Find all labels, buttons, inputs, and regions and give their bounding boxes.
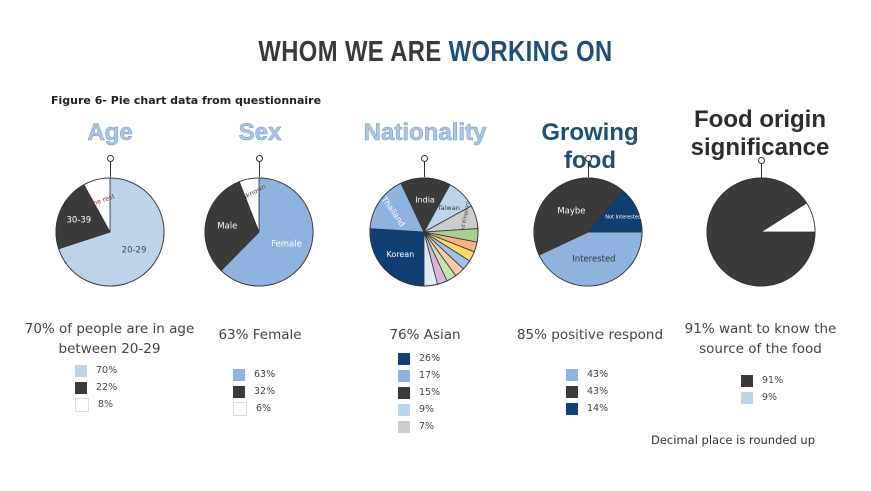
figure-caption: Figure 6- Pie chart data from questionna… [51, 94, 322, 107]
growing-slice-label-0: Interested [572, 254, 615, 264]
nationality-legend-swatch [398, 420, 410, 433]
growing-pie-slice-1 [533, 177, 623, 256]
sex-pie-slice-0 [220, 177, 314, 287]
nationality-legend-label: 7% [419, 421, 435, 432]
age-legend: 70% 22% 8% [75, 362, 117, 413]
nationality-legend-label: 15% [419, 387, 441, 398]
age-legend-item: 8% [75, 396, 117, 413]
origin-legend-item: 91% [741, 372, 783, 389]
growing-pie-slice-2 [587, 189, 643, 233]
origin-legend-label: 91% [762, 375, 784, 386]
age-chart-title: Age [87, 119, 133, 147]
nationality-slice-label-0: Korean [387, 250, 415, 259]
nationality-legend-label: 26% [419, 353, 441, 364]
growing-legend-swatch [566, 368, 578, 381]
sex-summary: 63% Female [218, 327, 302, 343]
growing-slice-label-2: Not Interested [605, 214, 641, 220]
nationality-legend: 26% 17% 15% 9% 7% [398, 350, 440, 435]
age-pie-slice-0 [58, 177, 165, 287]
growing-legend-item: 43% [566, 383, 608, 400]
sex-legend-label: 63% [254, 369, 276, 380]
sex-slice-label-0: Female [271, 239, 302, 249]
nationality-legend-item: 17% [398, 367, 440, 384]
age-legend-item: 70% [75, 362, 117, 379]
origin-legend: 91% 9% [741, 372, 783, 406]
age-legend-label: 70% [96, 365, 118, 376]
nationality-legend-swatch [398, 403, 410, 416]
nationality-pie-slice-12 [423, 231, 438, 287]
sex-hook-line [259, 161, 260, 177]
sex-legend-swatch [233, 368, 245, 381]
growing-legend-label: 14% [587, 403, 609, 414]
nationality-legend-swatch [398, 352, 410, 365]
growing-hook-line [588, 161, 589, 177]
sex-legend: 63% 32% 6% [233, 366, 275, 417]
nationality-summary: 76% Asian [389, 327, 461, 343]
sex-legend-label: 32% [254, 386, 276, 397]
origin-legend-swatch [741, 374, 753, 387]
nationality-slice-label-3: Taiwan [437, 204, 460, 212]
origin-hook-line [761, 163, 762, 179]
sex-legend-item: 6% [233, 400, 275, 417]
origin-legend-item: 9% [741, 389, 783, 406]
nationality-legend-item: 15% [398, 384, 440, 401]
nationality-legend-item: 26% [398, 350, 440, 367]
title-part-2: WORKING ON [448, 36, 613, 68]
age-pie-slice-2 [83, 177, 111, 233]
nationality-pie-slice-2 [400, 177, 451, 233]
sex-legend-item: 63% [233, 366, 275, 383]
nationality-chart-title: Nationality [363, 119, 487, 147]
nationality-legend-swatch [398, 386, 410, 399]
nationality-legend-label: 9% [419, 404, 435, 415]
sex-pie-slice-2 [238, 177, 260, 233]
rounding-note: Decimal place is rounded up [651, 433, 815, 447]
age-legend-label: 22% [96, 382, 118, 393]
origin-legend-label: 9% [762, 392, 778, 403]
growing-legend-swatch [566, 402, 578, 415]
sex-chart-title: Sex [238, 119, 282, 147]
growing-legend: 43% 43% 14% [566, 366, 608, 417]
age-legend-swatch [75, 381, 87, 394]
age-legend-swatch [75, 397, 89, 412]
age-legend-swatch [75, 364, 87, 377]
origin-pie-slice-1 [759, 202, 816, 233]
origin-summary: 91% want to know the source of the food [684, 321, 837, 357]
growing-legend-label: 43% [587, 369, 609, 380]
title-part-1: WHOM WE ARE [258, 36, 442, 68]
sex-pie-slice-1 [204, 181, 260, 272]
nationality-hook-line [424, 161, 425, 177]
growing-legend-label: 43% [587, 386, 609, 397]
page-title: WHOM WE ARE WORKING ON [78, 36, 792, 69]
nationality-slice-label-2: India [415, 196, 435, 205]
age-slice-label-0: 20-29 [122, 245, 147, 255]
nationality-legend-swatch [398, 369, 410, 382]
growing-legend-swatch [566, 385, 578, 398]
sex-legend-swatch [233, 401, 247, 416]
sex-legend-item: 32% [233, 383, 275, 400]
growing-legend-item: 14% [566, 400, 608, 417]
growing-slice-label-1: Maybe [557, 207, 585, 217]
age-legend-item: 22% [75, 379, 117, 396]
age-summary: 70% of people are in age between 20-29 [24, 321, 195, 357]
sex-slice-label-1: Male [217, 221, 237, 231]
nationality-pie-slice-0 [369, 228, 425, 287]
origin-legend-swatch [741, 391, 753, 404]
origin-chart-title: Food origin significance [690, 106, 830, 161]
age-legend-label: 8% [98, 399, 114, 410]
nationality-legend-item: 7% [398, 418, 440, 435]
nationality-pie-slice-1 [369, 182, 425, 233]
nationality-legend-item: 9% [398, 401, 440, 418]
age-pie-slice-1 [55, 184, 111, 250]
age-slice-label-1: 30-39 [67, 216, 92, 226]
nationality-legend-label: 17% [419, 370, 441, 381]
sex-legend-swatch [233, 385, 245, 398]
growing-legend-item: 43% [566, 366, 608, 383]
sex-legend-label: 6% [256, 403, 272, 414]
growing-summary: 85% positive respond [516, 327, 664, 343]
age-hook-line [110, 161, 111, 177]
growing-pie-slice-0 [538, 231, 643, 287]
